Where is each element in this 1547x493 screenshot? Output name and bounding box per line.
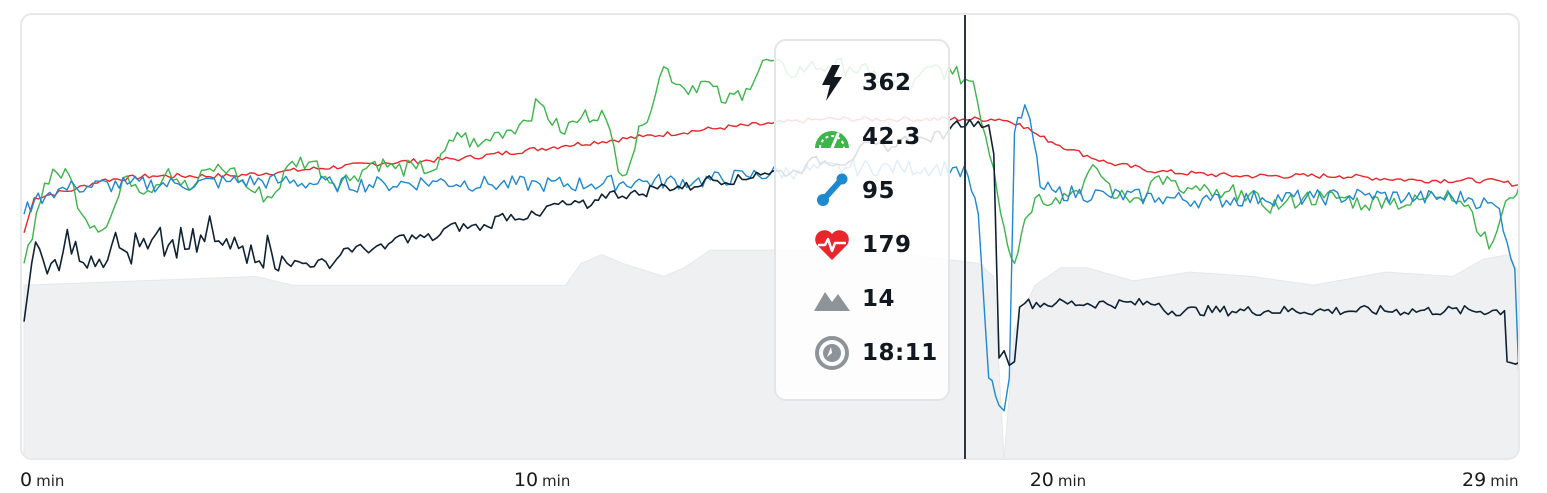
x-tick-label: 29 min [1462,469,1518,491]
speedometer-icon [812,117,852,157]
tooltip-value-cadence: 95 [862,178,896,204]
tooltip-row-time: 18:11 [812,333,938,373]
tooltip-row-heart-rate: 179 [812,225,912,265]
hover-cursor-line[interactable] [964,15,966,459]
tooltip-row-power: 362 [812,63,912,103]
tooltip-value-elevation: 14 [862,286,896,312]
tooltip-row-elevation: 14 [812,279,895,319]
tooltip-value-time: 18:11 [862,340,938,366]
tooltip-value-heart-rate: 179 [862,232,912,258]
x-tick-unit: min [1490,472,1519,490]
x-tick-value: 0 [20,469,33,491]
x-tick-value: 29 [1462,469,1487,491]
x-tick-label: 20 min [1030,469,1086,491]
hover-tooltip: 362 42.3 95 179 14 18:11 [774,39,950,401]
x-tick-label: 0 min [20,469,64,491]
series-elevation [23,249,1518,458]
x-tick-value: 20 [1029,469,1054,491]
x-tick-value: 10 [513,469,539,491]
tooltip-value-speed: 42.3 [862,124,921,150]
clock-icon [812,333,852,373]
x-tick-unit: min [1057,472,1087,490]
series-power [23,118,1518,367]
series-speed [23,57,1518,264]
chart-svg [23,57,1518,458]
lightning-bolt-icon [812,63,852,103]
heart-rate-icon [812,225,852,265]
crank-arm-icon [812,171,852,211]
x-tick-unit: min [36,472,65,490]
mountain-icon [812,279,852,319]
series-heart-rate [23,115,1518,233]
x-tick-unit: min [542,472,571,490]
tooltip-row-speed: 42.3 [812,117,921,157]
chart-plot-area[interactable] [20,13,1520,460]
tooltip-value-power: 362 [862,70,912,96]
x-tick-label: 10 min [514,469,570,491]
tooltip-row-cadence: 95 [812,171,895,211]
